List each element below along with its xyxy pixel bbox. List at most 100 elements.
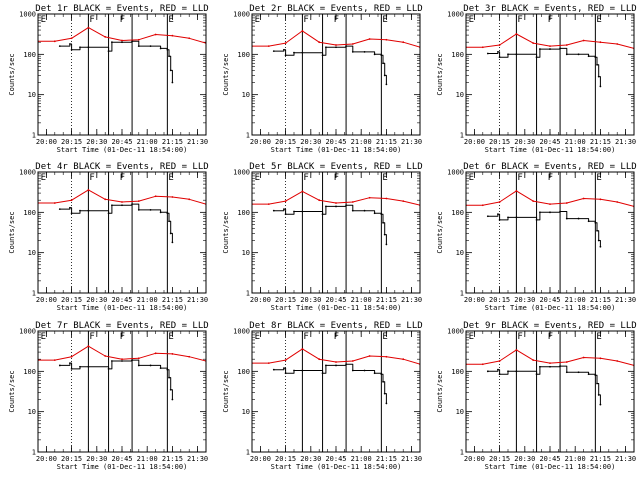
y-tick-label: 1 (246, 449, 250, 457)
chart-panel: Det 7r BLACK = Events, RED = LLD 1 10 100 10… (8, 321, 209, 471)
x-tick-label: 21:15 (162, 138, 183, 146)
x-axis-label: Start Time (01-Dec-11 18:54:00) (485, 304, 616, 312)
events-point (539, 48, 541, 50)
y-tick-label: 10 (28, 408, 36, 416)
lld-point (188, 355, 191, 358)
lld-point (87, 345, 90, 348)
y-axis-label: Counts/sec (8, 53, 16, 95)
y-axis-label: Counts/sec (222, 370, 230, 412)
x-tick-label: 20:00 (250, 455, 271, 463)
events-point (131, 359, 133, 361)
x-tick-label: 20:45 (111, 296, 132, 304)
lld-point (481, 46, 484, 49)
x-tick-label: 20:30 (86, 455, 107, 463)
events-point (79, 46, 81, 49)
x-tick-label: 20:00 (250, 296, 271, 304)
y-tick-label: 100 (23, 209, 36, 217)
chart-title: Det 2r BLACK = Events, RED = LLD (249, 4, 422, 14)
x-tick-label: 20:15 (489, 138, 510, 146)
lld-point (481, 204, 484, 207)
y-axis-label: Counts/sec (8, 211, 16, 253)
lld-point (582, 39, 585, 42)
lld-point (335, 361, 337, 363)
lld-point (616, 201, 619, 203)
lld-point (53, 359, 56, 361)
events-point (599, 85, 602, 88)
events-point (159, 367, 162, 370)
x-tick-label: 21:00 (137, 296, 158, 304)
chart-panel: Det 1r BLACK = Events, RED = LLD 1 10 100 10… (8, 4, 209, 154)
events-series-line (59, 40, 173, 83)
events-point (293, 51, 295, 54)
events-point (325, 205, 327, 208)
lld-point (498, 44, 501, 46)
events-point (577, 371, 580, 374)
x-tick-label: 21:15 (590, 296, 611, 304)
y-tick-label: 10 (242, 408, 250, 416)
x-tick-label: 20:00 (36, 296, 57, 304)
y-tick-label: 1000 (19, 11, 36, 19)
x-tick-label: 21:15 (590, 138, 611, 146)
y-tick-label: 1 (460, 290, 464, 298)
events-series-line (273, 204, 387, 245)
lld-point (87, 188, 90, 191)
lld-point (87, 26, 90, 29)
x-tick-label: 21:30 (401, 296, 422, 304)
lld-point (351, 360, 354, 362)
x-tick-label: 20:45 (111, 455, 132, 463)
x-tick-label: 20:30 (514, 455, 535, 463)
events-point (363, 369, 366, 372)
y-tick-label: 1000 (233, 169, 250, 177)
x-tick-label: 20:00 (464, 455, 485, 463)
x-tick-label: 21:30 (615, 296, 636, 304)
events-point (535, 373, 538, 376)
events-point (382, 62, 384, 65)
events-point (351, 369, 354, 372)
events-point (594, 56, 597, 59)
flag-label-f: F (120, 173, 125, 183)
y-tick-label: 10 (456, 249, 464, 257)
y-tick-label: 100 (237, 51, 250, 59)
events-point (107, 367, 110, 370)
y-tick-label: 1000 (447, 169, 464, 177)
lld-point (335, 202, 337, 204)
lld-point (104, 36, 107, 38)
y-axis-label: Counts/sec (436, 53, 444, 95)
lld-point (549, 203, 551, 206)
y-tick-label: 1 (460, 132, 464, 140)
y-tick-label: 100 (451, 51, 464, 59)
events-point (565, 53, 568, 56)
y-tick-label: 1000 (233, 11, 250, 19)
events-point (321, 54, 324, 57)
events-point (325, 364, 327, 367)
y-tick-label: 10 (456, 408, 464, 416)
x-tick-label: 20:15 (61, 138, 82, 146)
flag-label-e: E (168, 173, 173, 183)
series-group (466, 189, 634, 248)
events-point (131, 203, 133, 206)
events-point (272, 50, 275, 53)
x-tick-label: 21:00 (565, 138, 586, 146)
events-point (159, 47, 162, 50)
flag-label-e: E (469, 15, 474, 25)
events-point (351, 50, 354, 53)
events-point (131, 40, 133, 43)
y-axis-label: Counts/sec (436, 211, 444, 253)
flag-label-e: E (168, 332, 173, 342)
lld-point (104, 198, 107, 201)
flag-label-f: F (89, 173, 94, 183)
x-tick-label: 20:30 (514, 138, 535, 146)
events-point (507, 53, 509, 56)
y-axis-label: Counts/sec (8, 370, 16, 412)
lld-point (565, 44, 568, 46)
events-point (70, 367, 73, 370)
events-point (168, 55, 170, 58)
plot-frame (465, 330, 635, 453)
events-point (272, 368, 275, 371)
events-point (599, 245, 602, 248)
lld-point (402, 41, 405, 44)
x-tick-label: 20:30 (514, 296, 535, 304)
events-point (335, 364, 337, 367)
lld-point (402, 200, 405, 202)
series-group (466, 33, 634, 88)
